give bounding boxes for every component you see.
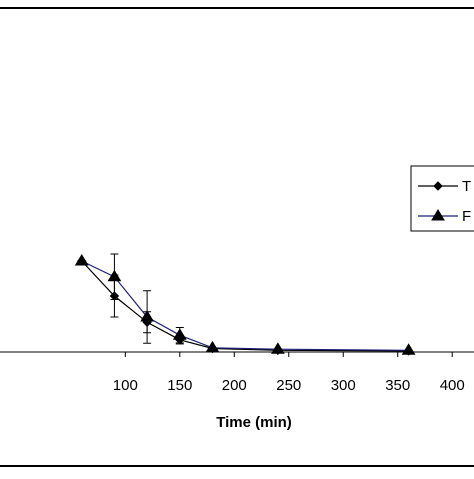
- data-point: [205, 340, 220, 353]
- legend-entries: TF: [418, 178, 471, 225]
- chart-frame: [0, 7, 474, 467]
- data-point: [107, 269, 122, 282]
- x-tick-label: 200: [222, 377, 247, 394]
- legend-label: T: [462, 178, 471, 195]
- series-F: [74, 253, 416, 355]
- legend-marker: [433, 181, 443, 191]
- data-point: [140, 310, 154, 322]
- data-point: [401, 343, 416, 355]
- data-point: [270, 342, 285, 354]
- data-point: [74, 254, 89, 266]
- x-axis-ticks: 100 150 200 250 300 350 400: [113, 352, 465, 394]
- legend: TF: [410, 165, 474, 232]
- data-point: [172, 328, 187, 340]
- x-tick-label: 250: [276, 377, 301, 394]
- legend-label: F: [462, 208, 471, 225]
- x-axis-title: Time (min): [216, 414, 292, 431]
- marks-layer: [74, 253, 416, 356]
- x-tick-label: 100: [113, 377, 138, 394]
- legend-marker: [431, 209, 445, 221]
- x-tick-label: 350: [385, 377, 410, 394]
- x-tick-label: 150: [167, 377, 192, 394]
- x-tick-label: 400: [440, 377, 465, 394]
- x-tick-label: 300: [331, 377, 356, 394]
- plot-area-frame: [0, 351, 474, 353]
